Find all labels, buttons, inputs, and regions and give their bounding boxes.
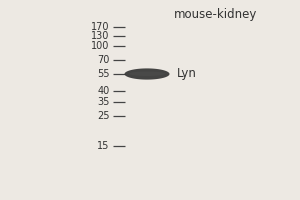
Text: 40: 40 bbox=[97, 86, 110, 96]
Text: 70: 70 bbox=[97, 55, 110, 65]
Text: 100: 100 bbox=[91, 41, 110, 51]
Text: 15: 15 bbox=[97, 141, 110, 151]
Polygon shape bbox=[124, 68, 170, 80]
Text: 170: 170 bbox=[91, 22, 110, 32]
Text: 25: 25 bbox=[97, 111, 110, 121]
Text: 35: 35 bbox=[97, 97, 110, 107]
Text: 55: 55 bbox=[97, 69, 110, 79]
Text: 130: 130 bbox=[91, 31, 110, 41]
Polygon shape bbox=[129, 71, 165, 76]
Text: Lyn: Lyn bbox=[177, 68, 197, 80]
Text: mouse-kidney: mouse-kidney bbox=[174, 8, 258, 21]
